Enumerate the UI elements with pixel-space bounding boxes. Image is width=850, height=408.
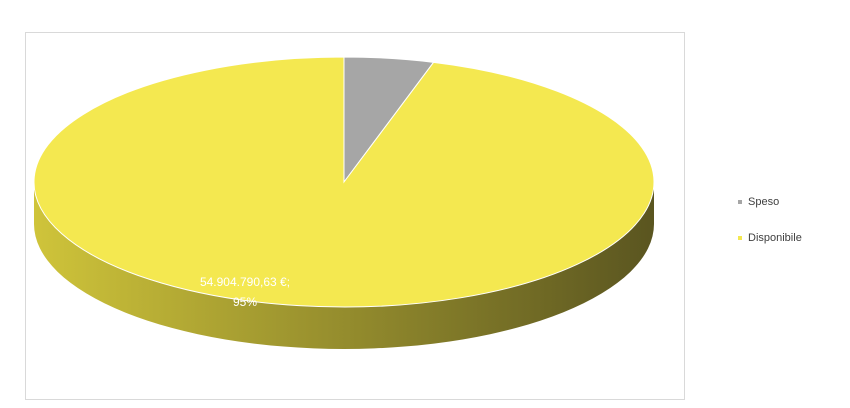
data-label-disponibile-percent: 95% bbox=[233, 295, 257, 309]
pie-slice-disponibile bbox=[33, 56, 655, 308]
legend-item-speso: Speso bbox=[738, 193, 850, 211]
legend-label-speso: Speso bbox=[748, 196, 780, 208]
legend-label-disponibile: Disponibile bbox=[748, 232, 802, 244]
pie-side-wall bbox=[34, 182, 654, 349]
plot-area-border bbox=[25, 32, 685, 400]
legend: Speso Disponibile bbox=[738, 193, 850, 265]
data-label-disponibile-value: 54.904.790,63 €; bbox=[200, 275, 290, 289]
data-label-speso: 2.687.263,20 €; 5% bbox=[333, 15, 437, 29]
legend-item-disponibile: Disponibile bbox=[738, 229, 850, 247]
legend-swatch-speso bbox=[738, 200, 742, 204]
legend-swatch-disponibile bbox=[738, 236, 742, 240]
